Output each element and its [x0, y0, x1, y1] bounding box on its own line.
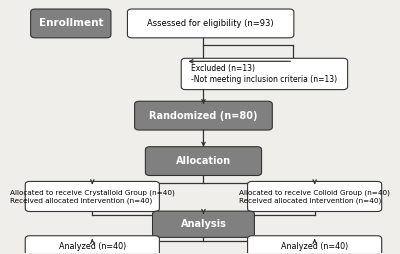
- Text: Allocation: Allocation: [176, 156, 231, 166]
- Text: Randomized (n=80): Randomized (n=80): [149, 111, 258, 121]
- Text: Enrollment: Enrollment: [38, 19, 103, 28]
- FancyBboxPatch shape: [248, 236, 382, 254]
- FancyBboxPatch shape: [25, 236, 159, 254]
- Text: Allocated to receive Crystalloid Group (n=40)
Received allocated intervention (n: Allocated to receive Crystalloid Group (…: [10, 189, 175, 204]
- FancyBboxPatch shape: [248, 181, 382, 212]
- Text: Assessed for eligibility (n=93): Assessed for eligibility (n=93): [147, 19, 274, 28]
- Text: Analysis: Analysis: [180, 219, 226, 229]
- Text: Analyzed (n=40): Analyzed (n=40): [59, 243, 126, 251]
- Text: Allocated to receive Colloid Group (n=40)
Received allocated intervention (n=40): Allocated to receive Colloid Group (n=40…: [239, 189, 390, 204]
- FancyBboxPatch shape: [181, 58, 348, 90]
- FancyBboxPatch shape: [152, 211, 254, 237]
- FancyBboxPatch shape: [31, 9, 111, 38]
- FancyBboxPatch shape: [135, 101, 272, 130]
- Text: Analyzed (n=40): Analyzed (n=40): [281, 243, 348, 251]
- FancyBboxPatch shape: [25, 181, 159, 212]
- FancyBboxPatch shape: [145, 147, 262, 176]
- Text: Excluded (n=13)
-Not meeting inclusion criteria (n=13): Excluded (n=13) -Not meeting inclusion c…: [191, 64, 338, 84]
- FancyBboxPatch shape: [128, 9, 294, 38]
